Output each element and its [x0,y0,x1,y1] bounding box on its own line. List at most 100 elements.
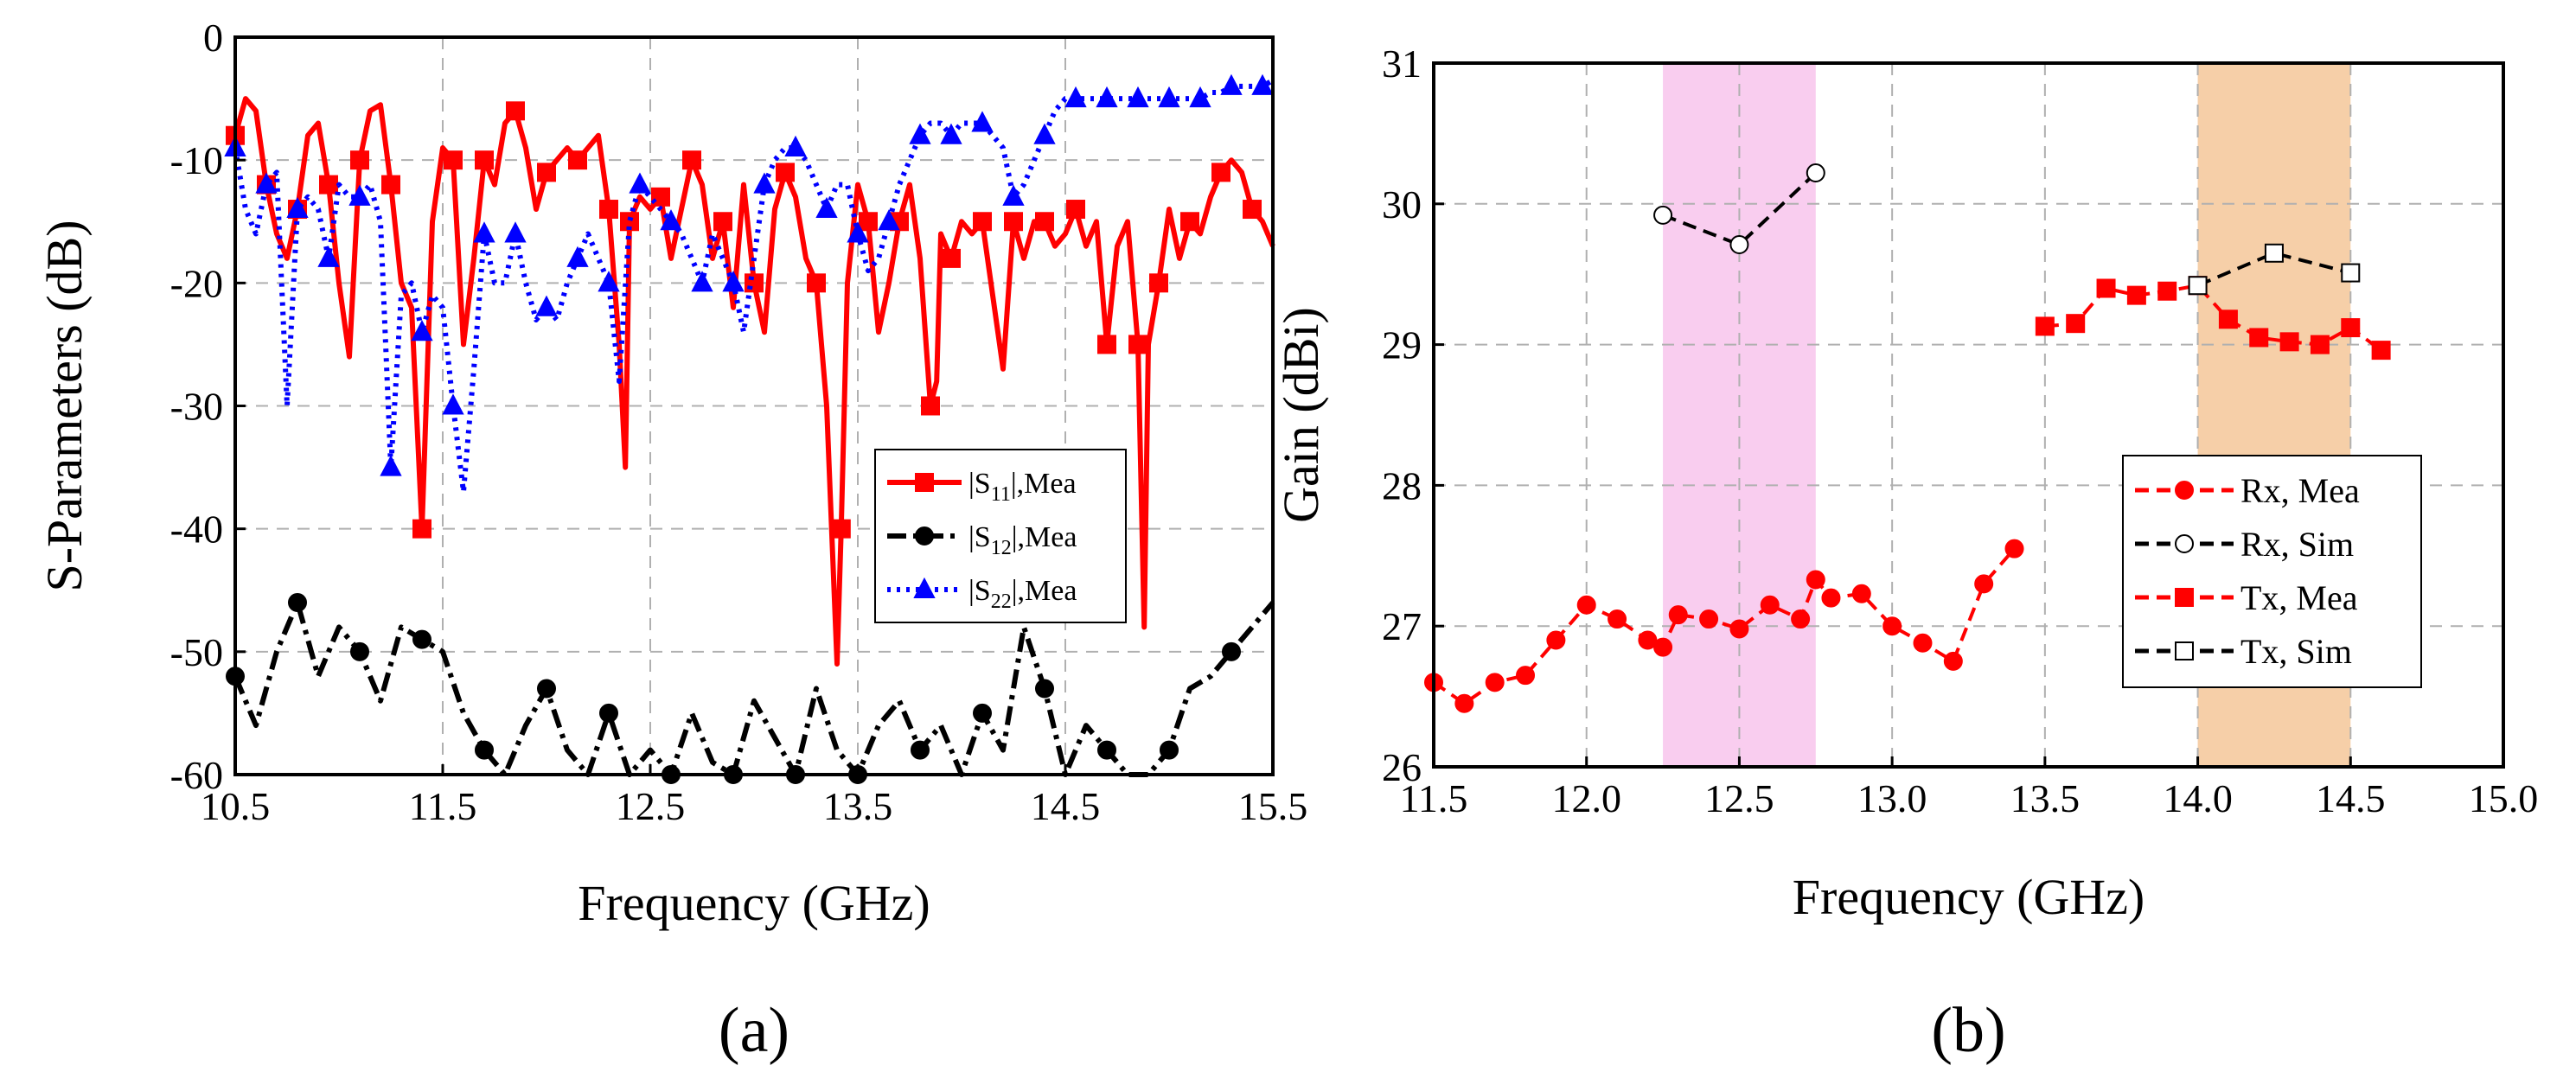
data-point [1035,212,1054,232]
panel-a-label: (a) [719,995,789,1066]
legend-label-main: |S [968,521,991,553]
data-point [2035,316,2055,336]
data-point [1189,86,1211,108]
data-point [1485,673,1505,692]
legend-marker [915,473,934,492]
data-point [1729,235,1749,255]
series-0 [1424,539,2024,713]
data-point [288,592,307,612]
data-point [682,150,701,170]
legend-marker [915,526,934,546]
x-tick-label: 13.5 [823,784,893,828]
data-point [1158,86,1180,108]
x-tick-label: 12.5 [616,784,686,828]
data-point [381,175,400,195]
data-point [1454,693,1474,713]
data-point [475,740,494,760]
data-point [1760,595,1780,615]
panel-a-legend: |S11|,Mea|S12|,Mea|S22|,Mea [874,449,1127,623]
legend-box [2122,455,2422,688]
series-2 [224,73,1275,495]
x-tick-label: 13.5 [2010,776,2081,820]
y-tick-label: -30 [170,385,223,429]
data-point [504,221,527,243]
data-point [1516,666,1536,686]
data-point [1546,630,1566,650]
x-tick-label: 10.5 [201,784,271,828]
data-point [599,200,618,220]
data-point [1851,584,1871,603]
data-point [1097,740,1116,760]
data-point [831,519,851,539]
data-point [1653,205,1673,225]
data-point [1576,595,1596,615]
legend-marker [2175,534,2194,553]
data-point [753,172,776,194]
panel-b-plot-frame [1432,61,2505,769]
data-point [2341,263,2361,283]
series-line-1 [233,600,1275,777]
data-point [317,246,340,267]
x-tick-label: 12.0 [1551,776,1621,820]
data-point [1096,86,1118,108]
legend-label-sub: 12 [991,537,1012,559]
data-point [1699,609,1719,629]
data-point [2310,335,2330,354]
legend-label-tail: |,Mea [1012,575,1077,607]
series-1 [1653,163,1825,255]
data-point [412,519,431,539]
data-point [380,455,402,476]
data-point [412,629,431,649]
data-point [566,246,589,267]
legend-label: |S22|,Mea [968,575,1077,613]
data-point [2264,243,2284,263]
legend-label-main: |S [968,575,991,607]
panel-b-label: (b) [1931,995,2005,1066]
data-point [535,295,558,316]
legend-label-main: |S [968,468,991,500]
data-point [1251,73,1274,95]
data-point [2279,332,2299,352]
y-tick-label: -40 [170,507,223,552]
data-point [1653,637,1673,657]
data-point [411,320,433,341]
data-point [350,150,369,170]
x-tick-label: 11.5 [1400,776,1468,820]
data-point [2126,285,2146,305]
data-point [2341,318,2361,338]
y-tick-label: 31 [1382,41,1422,86]
data-point [1638,630,1658,650]
x-tick-label: 14.5 [2316,776,2386,820]
data-point [1033,123,1056,144]
legend-label-sub: 11 [991,483,1011,506]
data-point [599,703,618,723]
data-point [973,703,992,723]
data-point [660,209,682,231]
panel-b-series [1424,163,2391,713]
data-point [475,150,494,170]
data-point [1004,212,1023,232]
y-tick-label: -60 [170,753,223,797]
series-line-0 [1432,547,2017,705]
data-point [2157,281,2177,301]
data-point [2066,314,2086,334]
data-point [859,212,878,232]
data-point [722,271,745,292]
data-point [784,135,807,156]
legend-label: Tx, Sim [2240,632,2352,671]
legend-label: |S11|,Mea [968,468,1077,506]
data-point [1211,163,1230,182]
series-line-0 [233,96,1275,667]
series-line-2 [233,78,1275,495]
data-point [713,212,732,232]
data-point [1608,609,1627,629]
legend-label: Rx, Mea [2240,471,2360,510]
legend-label-tail: |,Mea [1011,468,1077,500]
x-tick-label: 11.5 [409,784,477,828]
y-tick-label: 26 [1382,745,1422,789]
data-point [1243,200,1262,220]
data-point [319,175,338,195]
panel-b-chart: 11.5 12.0 12.5 13.0 13.5 14.0 14.5 15.0 26 27 28 29… [1273,41,2538,1066]
data-point [537,163,556,182]
